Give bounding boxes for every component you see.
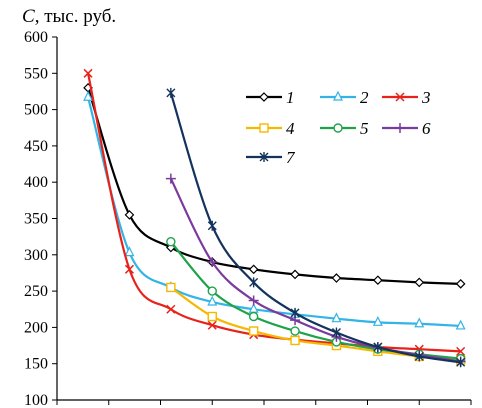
legend-marker-5 [333,123,343,133]
y-axis-title-var: C [22,6,35,27]
series-3-point [124,264,134,274]
series-7-point [249,277,259,288]
legend-label-5: 5 [360,119,369,138]
legend-item-2: 2 [320,88,369,107]
y-tick-label: 500 [24,102,48,119]
legend-marker-6 [395,123,405,133]
series-7-point [207,220,217,231]
series-7-point [414,351,424,362]
y-tick-label: 400 [24,174,48,191]
y-axis-title-unit: , тыс. руб. [35,6,116,27]
series-7-point [290,307,300,318]
y-tick-label: 150 [24,356,48,373]
series-6-point [248,295,259,306]
series-4-point [166,282,176,293]
y-tick-label: 300 [24,247,48,264]
series-7-point [456,357,466,368]
legend-marker-2 [333,90,343,101]
series-1-point [455,278,466,289]
series-1-point [290,269,300,280]
legend-item-1: 1 [246,88,295,107]
series-7-line [169,92,461,364]
legend-item-6: 6 [382,119,431,138]
legend-marker-4 [259,123,269,133]
axes: 100 150 200 250 300 350 400 450 500 550 600 [24,29,472,408]
series-6-line [169,178,461,363]
legend-item-5: 5 [320,119,369,138]
series-2-point [455,319,466,330]
series-3-point [207,320,217,330]
legend-marker-1 [259,92,269,102]
series-6-point [165,173,176,184]
series-2-point [331,312,342,323]
series-3-point [456,346,466,356]
legend-label-7: 7 [286,148,296,167]
y-tick-label: 550 [24,65,48,82]
y-tick-label: 350 [24,211,48,228]
y-tick-label: 250 [24,283,48,300]
series-3-point [83,68,93,78]
series-3-line [86,73,461,353]
series-1-point [248,264,259,275]
legend-label-3: 3 [421,88,431,107]
series-7-point [166,87,176,98]
series-1 [83,82,466,289]
series-2-point [414,317,425,328]
series-5-point [248,311,259,322]
y-axis-title: C, тыс. руб. [22,6,116,27]
legend-label-4: 4 [286,119,295,138]
series-7-point [373,342,383,353]
series-5-point [207,286,217,296]
y-tick-label: 450 [24,138,48,155]
y-tick-label: 600 [24,29,48,46]
series-3-point [166,304,176,314]
series-1-point [124,210,135,220]
series-1-line [87,87,461,285]
series-5-point [290,326,300,336]
series-2-line [86,96,461,328]
series-6-point [207,257,218,268]
series-4-point [207,311,217,322]
series-layer [83,68,466,368]
legend-item-3: 3 [382,88,431,107]
legend-label-6: 6 [422,119,431,138]
legend-marker-7 [259,152,269,162]
series-2-point [372,315,383,326]
legend-marker-3 [395,92,405,102]
legend-label-2: 2 [360,88,369,107]
series-2-point [83,90,94,101]
series-1-point [331,273,342,283]
series-7-point [331,327,341,338]
series-4-point [290,335,300,346]
legend-item-7: 7 [246,148,296,167]
y-tick-label: 200 [24,319,48,336]
series-1-point [414,277,425,288]
series-5-point [166,237,176,247]
series-4-point [248,326,259,336]
legend: 1 2 3 4 5 6 7 [246,88,431,167]
series-1-point [373,275,383,286]
series-2-point [124,246,135,257]
y-tick-label: 100 [24,392,48,408]
legend-label-1: 1 [286,88,295,107]
series-2-point [207,295,218,306]
legend-item-4: 4 [246,119,295,138]
series-7 [166,87,466,368]
